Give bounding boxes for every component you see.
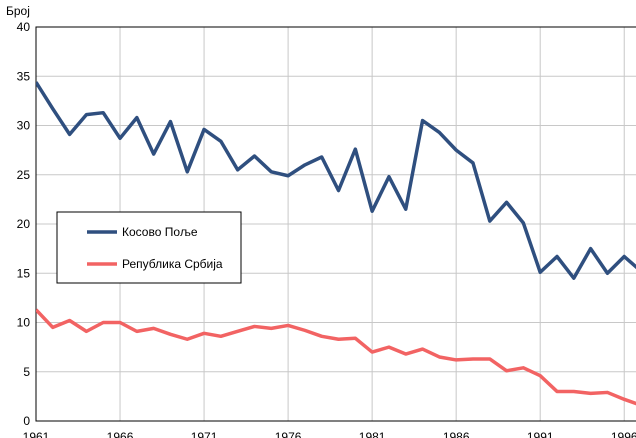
x-tick-label: 1986 <box>443 430 470 438</box>
x-tick-label: 1961 <box>23 430 50 438</box>
legend-label: Република Србија <box>122 257 223 271</box>
series-line <box>36 81 636 280</box>
y-axis-label: Број <box>6 4 30 18</box>
series-line <box>36 308 636 406</box>
legend-label: Косово Поље <box>122 225 198 239</box>
y-tick-label: 10 <box>17 316 31 330</box>
y-tick-label: 0 <box>23 414 30 428</box>
y-tick-label: 40 <box>17 20 31 34</box>
x-tick-label: 1981 <box>359 430 386 438</box>
x-tick-label: 1991 <box>527 430 554 438</box>
x-tick-label: 1966 <box>107 430 134 438</box>
y-tick-label: 25 <box>17 168 31 182</box>
x-tick-label: 1971 <box>191 430 218 438</box>
y-tick-label: 15 <box>17 266 31 280</box>
y-tick-label: 5 <box>23 365 30 379</box>
legend-box <box>56 211 242 284</box>
x-tick-label: 1976 <box>275 430 302 438</box>
x-tick-label: 1996 <box>611 430 636 438</box>
y-tick-label: 35 <box>17 69 31 83</box>
y-tick-label: 20 <box>17 217 31 231</box>
y-tick-label: 30 <box>17 119 31 133</box>
plot-frame <box>35 26 636 422</box>
